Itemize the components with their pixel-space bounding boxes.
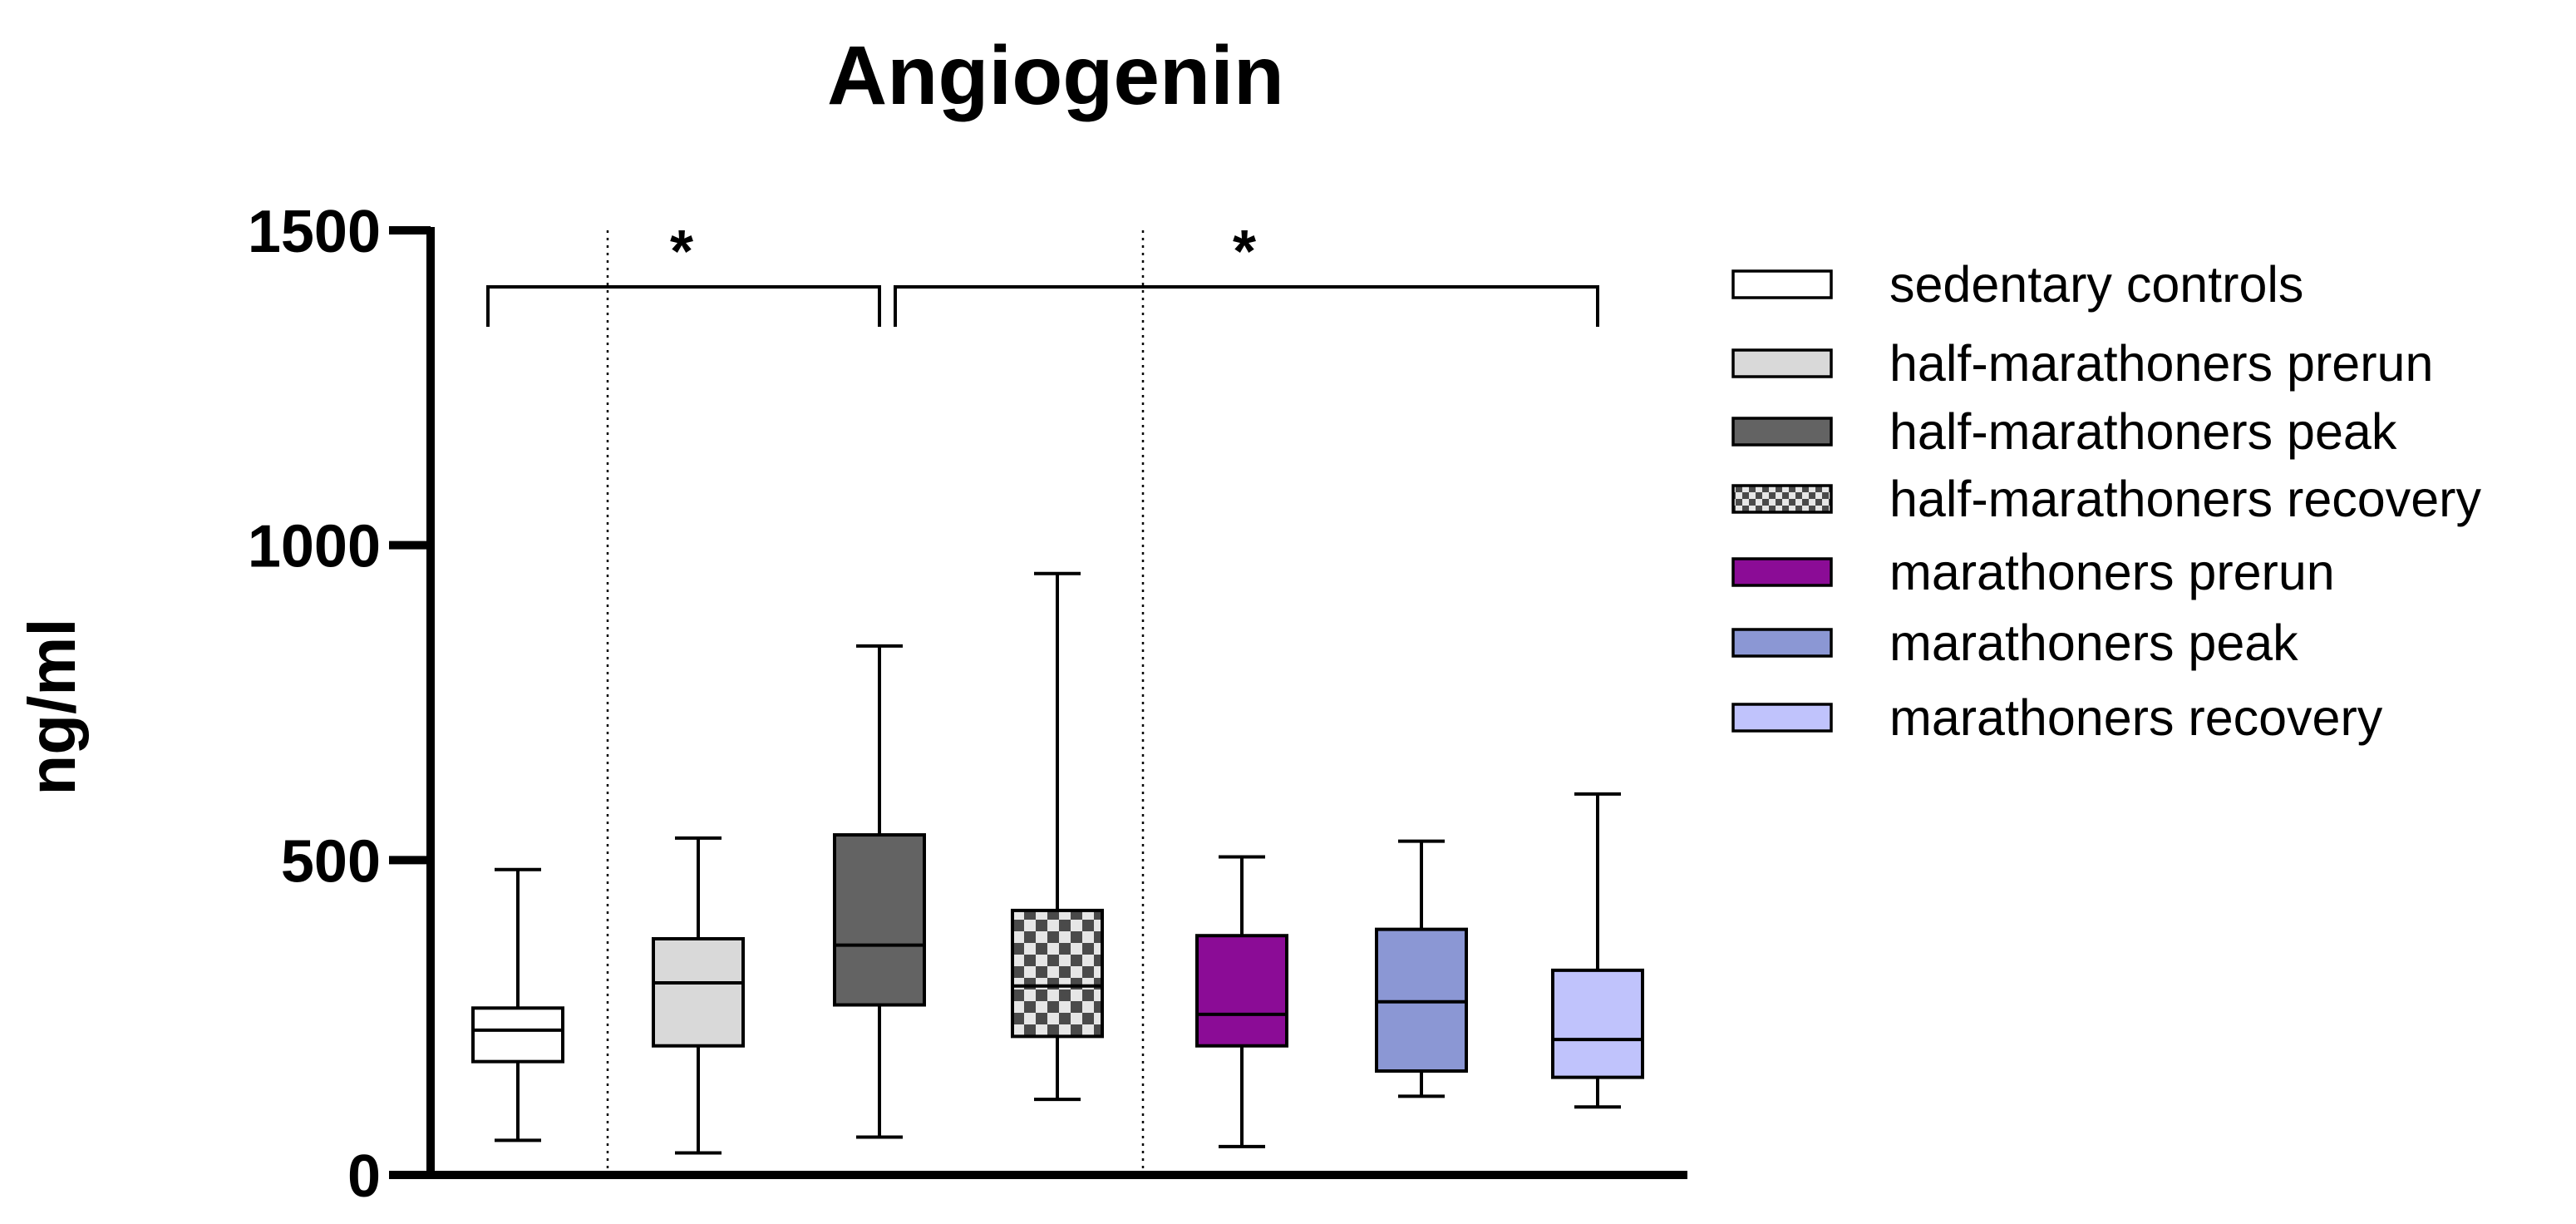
legend-swatch — [1731, 348, 1833, 378]
legend-swatch — [1731, 417, 1833, 447]
legend-label: half-marathoners recovery — [1889, 471, 2481, 527]
axes: 0 500 1000 1500 — [248, 199, 1687, 1210]
legend-item: marathoners recovery — [1731, 689, 2383, 746]
legend-item: marathoners prerun — [1731, 544, 2335, 600]
legend-item: marathoners peak — [1731, 614, 2298, 671]
legend-label: marathoners prerun — [1889, 544, 2335, 600]
iqr-box — [1551, 968, 1644, 1079]
legend-label: half-marathoners prerun — [1889, 335, 2433, 392]
legend-label: sedentary controls — [1889, 256, 2303, 313]
significance-brackets: * * — [486, 219, 1599, 327]
iqr-box — [1011, 908, 1104, 1039]
y-tick-label: 0 — [347, 1143, 381, 1210]
y-tick-label: 500 — [281, 828, 381, 895]
legend-item: half-marathoners prerun — [1731, 335, 2433, 392]
box-group — [471, 867, 564, 1143]
legend-item: half-marathoners peak — [1731, 403, 2397, 460]
legend-item: sedentary controls — [1731, 256, 2303, 313]
bracket-line — [486, 285, 881, 327]
box-group — [1551, 792, 1644, 1109]
iqr-box — [1195, 934, 1288, 1048]
iqr-box — [652, 937, 745, 1048]
box-group — [1375, 839, 1468, 1098]
legend-swatch — [1731, 269, 1833, 299]
chart-title: Angiogenin — [827, 29, 1284, 122]
box-group — [1195, 855, 1288, 1148]
significance-bracket: * — [486, 219, 881, 327]
y-tick-label: 1500 — [248, 199, 381, 265]
bracket-line — [894, 285, 1599, 327]
legend-item: half-marathoners recovery — [1731, 471, 2481, 527]
iqr-box — [833, 833, 926, 1007]
box-series — [471, 571, 1644, 1155]
box-group — [1011, 571, 1104, 1102]
legend-label: half-marathoners peak — [1889, 403, 2397, 460]
legend-swatch — [1731, 557, 1833, 587]
box-group — [833, 644, 926, 1139]
legend-label: marathoners peak — [1889, 614, 2298, 671]
box-group — [652, 836, 745, 1155]
legend-swatch — [1731, 628, 1833, 658]
y-axis-label: ng/ml — [15, 618, 89, 795]
legend-label: marathoners recovery — [1889, 689, 2383, 746]
significance-bracket: * — [894, 219, 1599, 327]
iqr-box — [471, 1006, 564, 1064]
significance-label: * — [1233, 219, 1256, 285]
y-tick-label: 1000 — [248, 514, 381, 580]
significance-label: * — [670, 219, 693, 285]
legend-swatch — [1731, 703, 1833, 733]
legend: sedentary controls half-marathoners preru… — [1731, 256, 2481, 746]
legend-swatch — [1731, 484, 1833, 514]
